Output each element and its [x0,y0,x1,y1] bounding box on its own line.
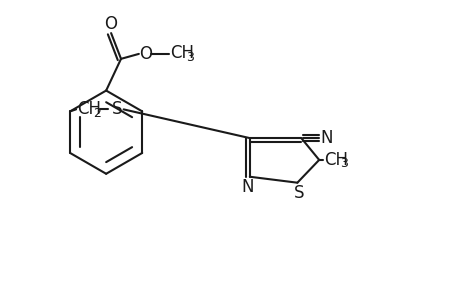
Text: CH: CH [77,100,101,118]
Text: N: N [241,178,253,196]
Text: CH: CH [324,151,347,169]
Text: 3: 3 [186,51,194,64]
Text: S: S [293,184,304,202]
Text: N: N [320,129,333,147]
Text: 2: 2 [93,107,101,120]
Text: S: S [111,100,122,118]
Text: CH: CH [170,44,194,62]
Text: 3: 3 [339,158,347,170]
Text: O: O [139,45,152,63]
Text: O: O [104,15,118,33]
